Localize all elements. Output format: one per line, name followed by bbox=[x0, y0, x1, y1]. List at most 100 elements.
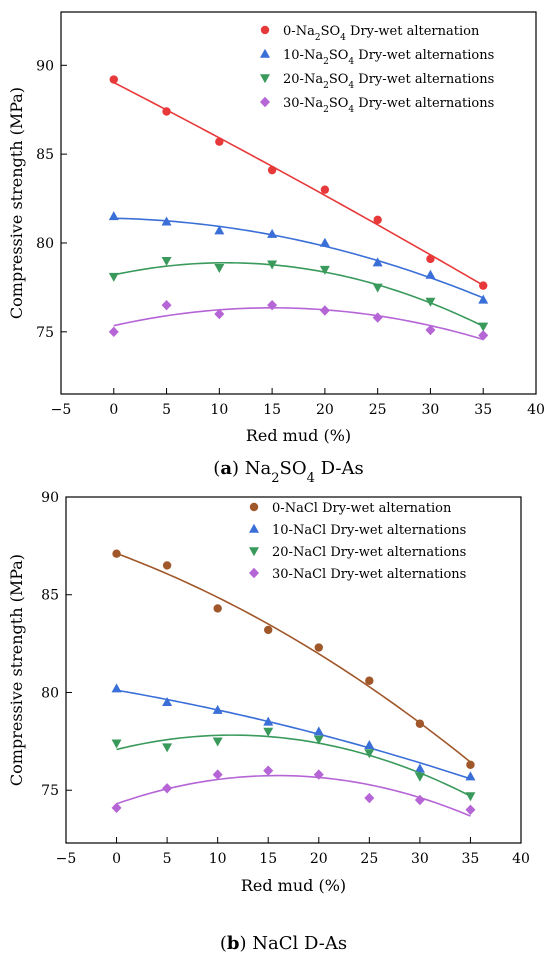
x-tick-label: 20 bbox=[310, 851, 328, 867]
x-tick-label: −5 bbox=[51, 402, 72, 418]
legend-label: 20-NaCl Dry-wet alternations bbox=[272, 545, 466, 560]
data-point bbox=[263, 727, 274, 737]
series-1 bbox=[109, 75, 488, 290]
data-point bbox=[319, 305, 330, 316]
x-tick-label: 5 bbox=[162, 402, 171, 418]
data-point bbox=[313, 726, 324, 736]
data-point bbox=[108, 272, 119, 282]
data-point bbox=[313, 769, 324, 780]
data-point bbox=[267, 260, 278, 270]
x-tick-label: 0 bbox=[109, 402, 118, 418]
y-tick-label: 75 bbox=[36, 325, 54, 341]
y-tick-label: 90 bbox=[36, 58, 54, 74]
data-point bbox=[426, 254, 435, 264]
y-tick-label: 80 bbox=[36, 236, 54, 252]
series-3 bbox=[108, 256, 489, 332]
data-point bbox=[372, 283, 383, 293]
x-tick-label: 30 bbox=[422, 402, 440, 418]
legend-label: 10-NaCl Dry-wet alternations bbox=[272, 523, 466, 538]
legend-label: 30-NaCl Dry-wet alternations bbox=[272, 567, 466, 582]
legend-marker bbox=[260, 48, 270, 58]
x-tick-label: 30 bbox=[411, 851, 429, 867]
fit-curve bbox=[116, 734, 471, 797]
data-point bbox=[479, 281, 488, 290]
y-axis-title: Compressive strength (MPa) bbox=[7, 87, 26, 319]
x-axis-title: Red mud (%) bbox=[241, 876, 346, 895]
data-point bbox=[108, 326, 119, 338]
fit-curve bbox=[116, 552, 471, 763]
data-point bbox=[161, 256, 172, 266]
data-point bbox=[465, 804, 476, 815]
data-point bbox=[111, 683, 122, 693]
data-point bbox=[372, 257, 383, 267]
plot-frame bbox=[65, 496, 522, 844]
data-point bbox=[414, 794, 425, 806]
data-point bbox=[267, 299, 278, 311]
data-point bbox=[465, 771, 476, 781]
x-tick-label: 15 bbox=[259, 851, 277, 867]
data-point bbox=[364, 740, 375, 750]
series-2 bbox=[111, 683, 476, 781]
y-tick-label: 80 bbox=[41, 685, 59, 701]
data-point bbox=[425, 269, 436, 279]
data-point bbox=[478, 322, 489, 332]
data-point bbox=[213, 604, 222, 613]
data-point bbox=[320, 185, 330, 194]
data-point bbox=[212, 704, 223, 714]
data-point bbox=[214, 225, 225, 235]
data-point bbox=[478, 294, 489, 304]
series-1 bbox=[112, 549, 475, 770]
data-point bbox=[267, 165, 277, 175]
x-tick-label: 5 bbox=[163, 851, 172, 867]
data-point bbox=[264, 625, 273, 635]
x-axis-title: Red mud (%) bbox=[246, 426, 351, 445]
legend-marker bbox=[249, 502, 259, 512]
legend-label: 30-Na2SO4 Dry-wet alternations bbox=[283, 96, 494, 115]
data-point bbox=[111, 802, 122, 814]
legend-label: 10-Na2SO4 Dry-wet alternations bbox=[283, 48, 494, 67]
data-point bbox=[319, 265, 330, 275]
series-4 bbox=[108, 299, 489, 341]
x-tick-label: 25 bbox=[360, 851, 378, 867]
y-tick-label: 90 bbox=[41, 490, 59, 506]
data-point bbox=[212, 737, 223, 747]
legend-label: 0-NaCl Dry-wet alternation bbox=[272, 501, 452, 516]
data-point bbox=[162, 561, 172, 570]
data-point bbox=[162, 743, 173, 753]
y-tick-label: 75 bbox=[41, 783, 59, 799]
data-point bbox=[263, 765, 274, 776]
data-point bbox=[425, 324, 436, 336]
fit-curve bbox=[113, 81, 484, 287]
chart-panel-b: −5 0 5 10 15 20 25 30 35 40 75 80 85 90 Red mud (%) Com… bbox=[7, 490, 530, 895]
legend-marker bbox=[260, 96, 270, 108]
data-point bbox=[263, 716, 274, 726]
data-point bbox=[267, 228, 278, 238]
data-point bbox=[414, 763, 425, 773]
x-tick-label: 25 bbox=[369, 402, 387, 418]
x-tick-label: 0 bbox=[112, 851, 121, 867]
data-point bbox=[415, 719, 425, 728]
data-point bbox=[465, 792, 476, 802]
fit-curve bbox=[116, 689, 471, 780]
data-point bbox=[215, 137, 224, 146]
data-point bbox=[364, 749, 375, 759]
x-tick-label: −5 bbox=[56, 851, 77, 867]
plot-frame bbox=[60, 11, 537, 395]
data-point bbox=[314, 643, 323, 652]
x-tick-label: 40 bbox=[512, 851, 530, 867]
x-tick-label: 10 bbox=[210, 402, 228, 418]
x-tick-label: 40 bbox=[527, 402, 545, 418]
series-4 bbox=[111, 765, 476, 817]
data-point bbox=[162, 697, 173, 707]
chart-panel-a: −5 0 5 10 15 20 25 30 35 40 75 80 85 90 Red mud (%) Com… bbox=[7, 11, 545, 445]
fit-curve bbox=[113, 307, 484, 341]
data-point bbox=[212, 769, 223, 780]
y-tick-label: 85 bbox=[36, 147, 54, 163]
data-point bbox=[162, 107, 171, 116]
fit-curve bbox=[113, 261, 484, 327]
data-point bbox=[364, 792, 375, 804]
x-tick-label: 10 bbox=[209, 851, 227, 867]
data-point bbox=[466, 760, 475, 770]
legend-marker bbox=[249, 547, 259, 557]
